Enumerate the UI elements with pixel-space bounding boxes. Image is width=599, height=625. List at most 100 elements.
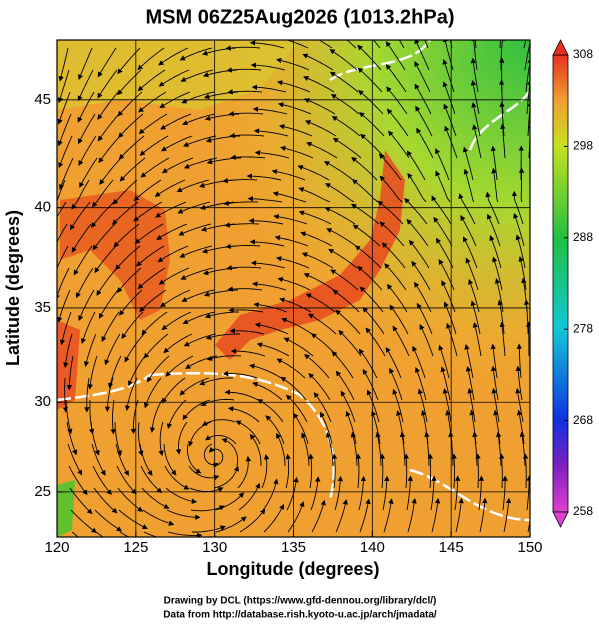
streamline [87,355,98,390]
streamline [463,168,475,203]
streamline [414,281,432,313]
streamline [214,492,245,511]
streamline [431,497,441,533]
streamline [305,293,336,313]
streamline [253,302,288,313]
streamline [280,376,307,401]
streamline [403,453,410,489]
streamline [206,355,242,361]
streamline [499,453,505,489]
streamline [203,443,219,468]
streamline [332,137,362,159]
x-tick-label: 130 [202,539,227,556]
streamline [71,223,92,253]
colorbar-tick-label: 298 [573,139,593,153]
streamline [138,113,168,135]
streamline [205,333,240,340]
streamline [406,150,426,181]
streamline [357,266,383,291]
streamline [281,317,313,335]
streamline [442,388,452,423]
streamline [430,475,437,511]
streamline [386,283,408,313]
streamline [276,358,306,379]
streamline [523,299,530,334]
streamline [354,245,382,269]
streamline [58,47,69,82]
streamline [487,213,501,247]
streamline [465,257,479,291]
streamline [179,245,213,258]
streamline [160,289,191,308]
streamline [396,410,405,445]
y-tick-label: 45 [34,91,51,108]
streamline [515,234,526,269]
streamline [438,344,450,379]
streamline [357,67,383,93]
streamline [371,410,381,445]
streamline [491,167,499,203]
streamline [97,47,117,78]
x-axis-label: Longitude (degrees) [206,559,379,579]
streamline [407,498,417,533]
streamline [136,245,165,267]
streamline [389,304,409,335]
streamline [416,302,433,335]
streamline [471,40,478,71]
streamline [385,63,407,93]
streamline [73,245,93,276]
streamline [345,410,357,445]
streamline [223,200,259,206]
streamline [230,348,266,357]
streamline [230,154,266,160]
streamline [143,531,158,537]
streamline [225,243,261,250]
streamline [265,415,285,445]
streamline [249,40,285,49]
streamline [69,201,91,231]
credit: Drawing by DCL (https://www.gfd-dennou.o… [164,596,437,607]
streamline [458,193,476,225]
streamline [261,454,270,489]
y-tick-label: 40 [34,199,51,216]
streamline [57,223,68,243]
streamline [330,269,359,291]
streamline [57,113,72,147]
colorbar [552,54,569,513]
streamline [326,228,357,247]
streamline [502,475,508,511]
streamline [257,399,284,423]
streamline [383,498,394,533]
streamline [154,179,186,197]
streamline [350,431,358,467]
streamline [490,343,498,379]
map-area [57,40,530,537]
streamline [98,135,121,164]
streamline [274,235,309,247]
streamline [519,431,526,467]
streamline [310,476,321,511]
streamline [499,321,506,357]
streamline [192,525,226,533]
streamline [252,381,283,401]
streamline [414,83,432,115]
streamline [471,102,481,137]
y-tick-label: 30 [34,393,51,410]
streamline [182,113,216,126]
streamline [201,419,236,426]
streamline [412,345,426,379]
streamline [57,179,66,202]
streamline [134,223,164,244]
streamline [75,267,94,299]
streamline [338,329,362,357]
streamline [57,245,69,278]
streamline [58,135,73,169]
streamline [68,465,88,496]
streamline [250,260,286,269]
streamline [178,223,212,236]
x-tick-label: 150 [517,539,542,556]
streamline [279,297,312,313]
streamline [84,377,90,413]
streamline [101,311,120,342]
streamline [379,175,403,203]
